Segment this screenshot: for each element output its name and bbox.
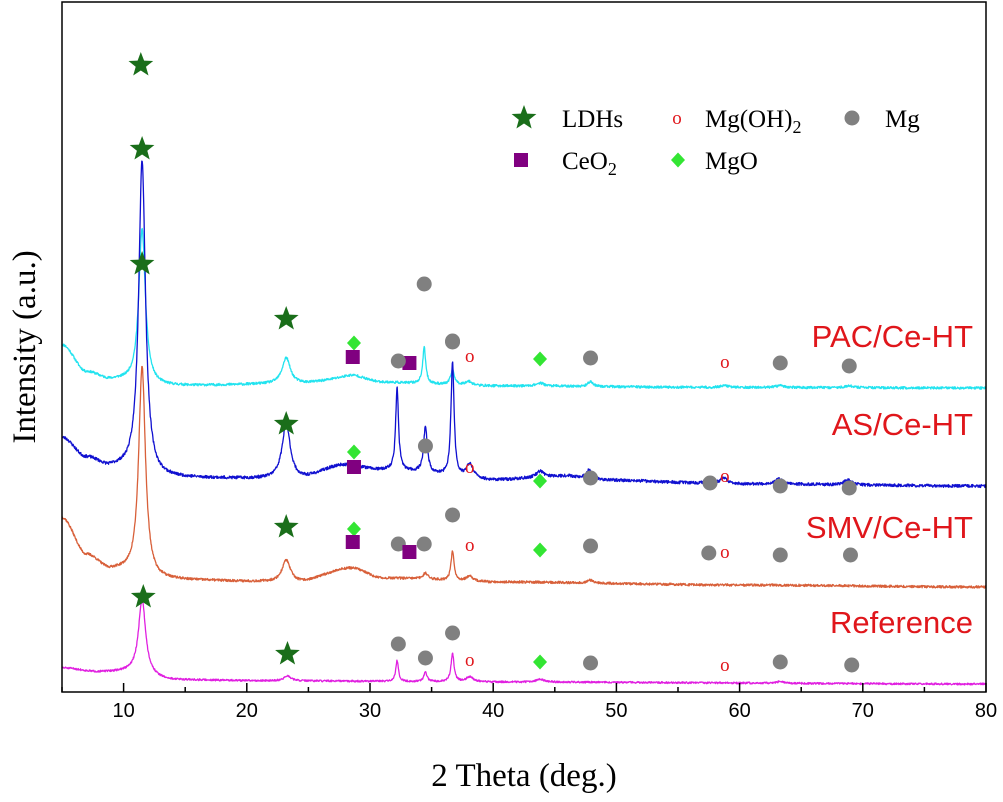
marker-ldh-1-0: [129, 136, 155, 160]
legend-label-mgoh2: Mg(OH)2: [705, 106, 802, 137]
legend-symbol-mgoh2: o: [672, 108, 682, 129]
marker-mgoh2-3-5: o: [465, 650, 475, 671]
marker-mgoh2-1-7: o: [465, 457, 475, 478]
series-label-1: AS/Ce-HT: [832, 407, 973, 442]
marker-mgoh2-3-8: o: [720, 655, 730, 676]
legend-symbol-ceo2: [514, 153, 528, 167]
marker-mg-1-12: [772, 478, 788, 494]
x-tick-label-40: 40: [482, 700, 504, 722]
marker-mg-1-13: [841, 480, 857, 496]
marker-ceo2-1-3: [346, 460, 361, 474]
marker-mg-2-10: [583, 538, 599, 554]
marker-mg-1-5: [417, 438, 433, 454]
marker-mg-0-11: [772, 355, 788, 371]
marker-mg-2-4: [390, 536, 406, 552]
marker-mg-3-4: [445, 625, 461, 641]
x-tick-label-30: 30: [359, 700, 381, 722]
marker-mg-3-9: [772, 654, 788, 670]
marker-ceo2-2-5: [402, 545, 417, 559]
legend-label-mg: Mg: [885, 106, 920, 133]
x-tick-label-10: 10: [112, 700, 134, 722]
marker-mg-2-14: [842, 547, 858, 563]
marker-mgoh2-0-7: o: [465, 346, 475, 367]
series-line-1: [61, 160, 987, 489]
marker-mgo-1-8: [533, 473, 548, 489]
marker-mg-1-6: [445, 334, 461, 350]
marker-ldh-2-0: [129, 251, 155, 275]
marker-mg-3-2: [390, 636, 406, 652]
series-line-3: [61, 599, 987, 686]
marker-ceo2-0-4: [402, 356, 417, 370]
marker-mg-1-9: [583, 470, 599, 486]
marker-mg-3-10: [844, 657, 860, 673]
marker-mg-0-12: [841, 358, 857, 374]
marker-ceo2-2-3: [345, 535, 360, 549]
x-tick-label-50: 50: [605, 700, 627, 722]
legend-symbol-mgo: [671, 152, 685, 168]
marker-mg-2-7: [445, 507, 461, 523]
series-layer: [61, 160, 987, 686]
x-tick-label-80: 80: [975, 700, 997, 722]
marker-mg-0-5: [416, 276, 432, 292]
legend: LDHs o Mg(OH)2 Mg CeO2 MgO: [511, 105, 920, 179]
legend-symbol-ldh: [511, 105, 537, 129]
marker-mgo-0-2: [346, 335, 361, 351]
marker-ldh-3-1: [275, 641, 300, 665]
legend-label-mgo: MgO: [705, 148, 758, 175]
series-label-3: Reference: [830, 605, 973, 640]
series-line-2: [61, 365, 987, 589]
x-tick-label-70: 70: [852, 700, 874, 722]
x-tick-label-60: 60: [728, 700, 750, 722]
legend-symbol-mg: [844, 110, 860, 126]
marker-mgoh2-1-11: o: [720, 466, 730, 487]
series-label-layer: PAC/Ce-HT AS/Ce-HT SMV/Ce-HT Reference: [806, 319, 973, 640]
series-line-0: [61, 227, 987, 390]
marker-mg-1-4: [390, 353, 406, 369]
marker-mg-0-9: [583, 350, 599, 366]
marker-ldh-3-0: [130, 584, 156, 608]
marker-ldh-0-1: [273, 306, 299, 330]
marker-mgo-3-6: [533, 654, 548, 670]
marker-ldh-2-1: [273, 514, 299, 538]
marker-mg-3-3: [417, 650, 433, 666]
marker-mgoh2-2-8: o: [465, 535, 475, 556]
marker-layer: o o o o o o o o: [128, 52, 860, 676]
marker-mgo-2-2: [346, 521, 361, 537]
series-label-2: SMV/Ce-HT: [806, 510, 973, 545]
y-axis-title: Intensity (a.u.): [7, 250, 43, 443]
marker-ldh-1-1: [273, 411, 299, 435]
x-axis-title: 2 Theta (deg.): [431, 758, 616, 794]
marker-ceo2-0-3: [345, 350, 360, 364]
marker-mgoh2-0-10: o: [720, 352, 730, 373]
marker-mgo-1-2: [346, 444, 361, 460]
legend-label-ldh: LDHs: [562, 106, 623, 133]
plot-frame: [61, 1, 987, 693]
x-axis: 10 20 30 40 50 60 70 80: [61, 683, 997, 722]
marker-mg-2-6: [416, 536, 432, 552]
marker-mg-3-7: [583, 655, 599, 671]
marker-mg-2-13: [772, 547, 788, 563]
legend-label-ceo2: CeO2: [562, 148, 617, 179]
marker-mg-2-11: [701, 545, 717, 561]
x-tick-label-20: 20: [236, 700, 258, 722]
marker-mgo-2-9: [533, 542, 548, 558]
marker-mgoh2-2-12: o: [720, 542, 730, 563]
series-label-0: PAC/Ce-HT: [812, 319, 973, 354]
marker-mg-1-10: [702, 475, 718, 491]
marker-ldh-0-0: [128, 52, 154, 76]
marker-mgo-0-8: [533, 351, 548, 367]
